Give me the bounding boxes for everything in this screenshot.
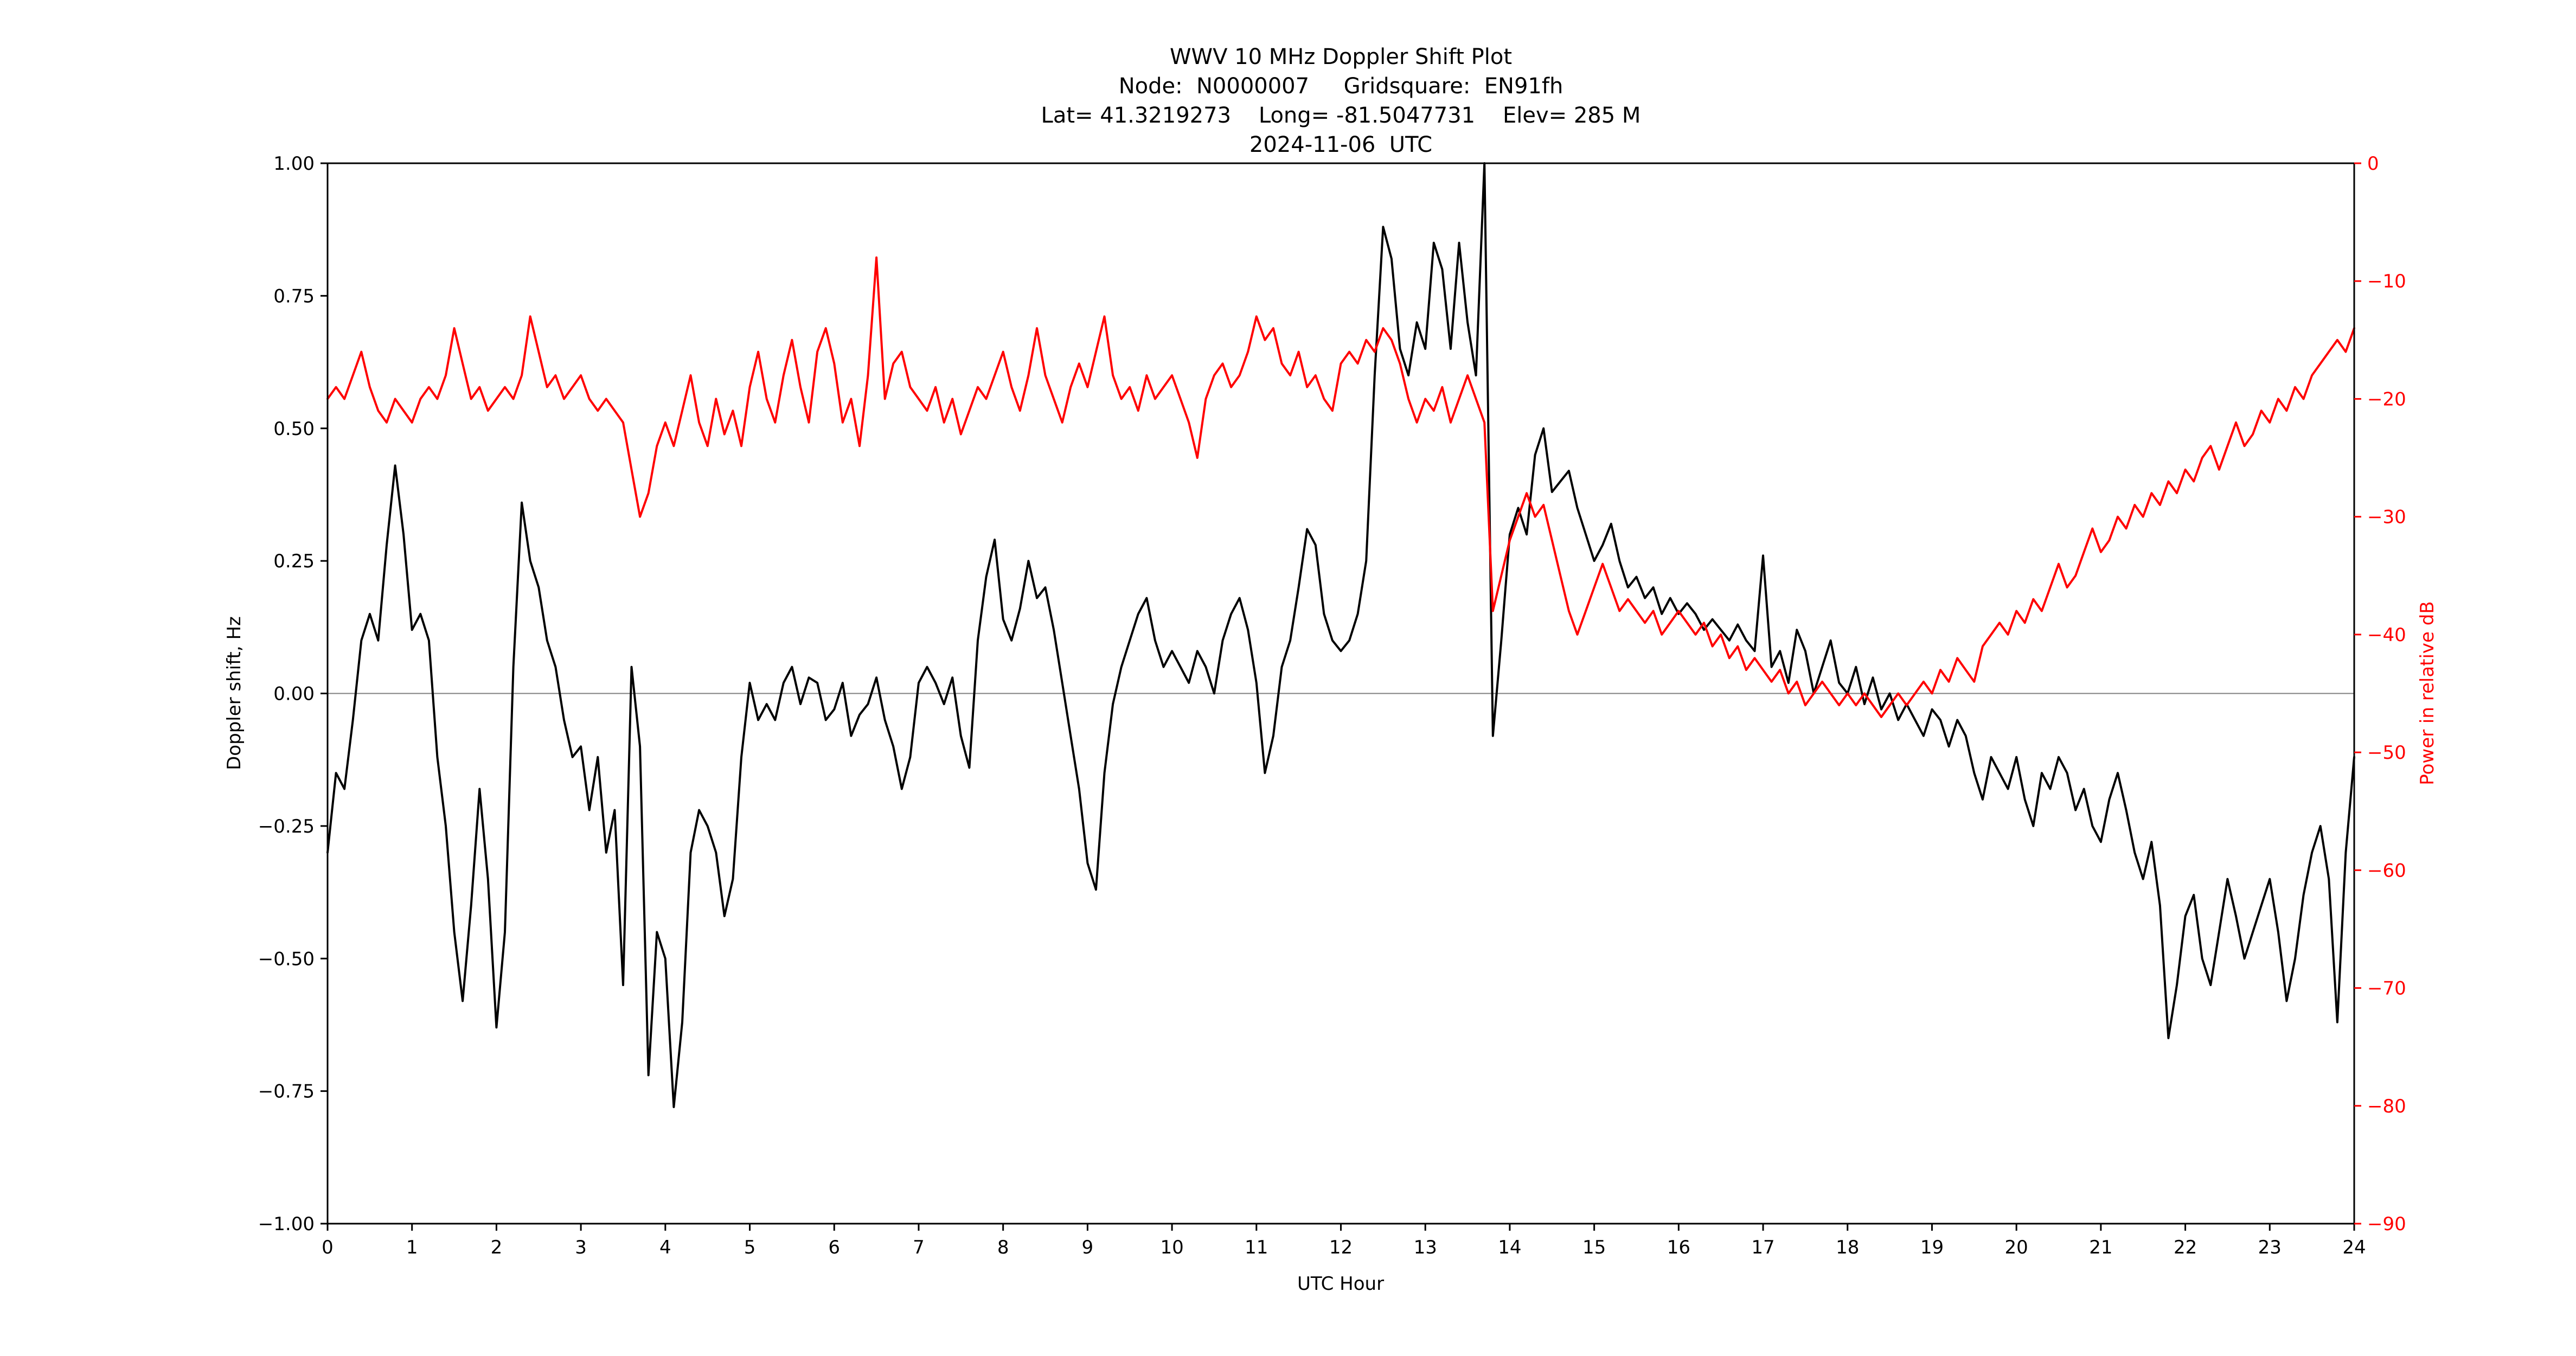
series-doppler-shift-hz xyxy=(326,162,2355,1108)
y-left-tick-label: −0.50 xyxy=(258,948,315,970)
x-tick-label: 19 xyxy=(1920,1237,1944,1258)
y-right-tick-label: −60 xyxy=(2367,860,2406,881)
y-left-tick-label: 0.00 xyxy=(273,683,315,705)
y-left-tick-label: −1.00 xyxy=(258,1213,315,1235)
y-left-tick-label: 1.00 xyxy=(273,153,315,175)
y-left-tick-label: 0.75 xyxy=(273,285,315,307)
x-tick-label: 20 xyxy=(2005,1237,2028,1258)
y-right-tick-label: −30 xyxy=(2367,507,2406,528)
x-tick-label: 10 xyxy=(1160,1237,1183,1258)
y-left-tick-label: 0.25 xyxy=(273,551,315,572)
x-tick-label: 17 xyxy=(1751,1237,1774,1258)
y-right-tick-label: −10 xyxy=(2367,271,2406,292)
y-right-tick-label: −50 xyxy=(2367,742,2406,764)
x-tick-label: 5 xyxy=(744,1237,756,1258)
y-right-tick-label: −80 xyxy=(2367,1096,2406,1117)
x-tick-label: 3 xyxy=(575,1237,587,1258)
x-tick-label: 23 xyxy=(2258,1237,2282,1258)
x-axis-label: UTC Hour xyxy=(1297,1273,1385,1295)
x-tick-label: 15 xyxy=(1582,1237,1606,1258)
y-right-tick-label: −40 xyxy=(2367,624,2406,646)
chart-subtitle-date: 2024-11-06 UTC xyxy=(1249,132,1433,157)
x-tick-label: 14 xyxy=(1498,1237,1521,1258)
y-left-tick-label: −0.25 xyxy=(258,816,315,837)
x-tick-label: 8 xyxy=(997,1237,1009,1258)
y-left-tick-label: 0.50 xyxy=(273,418,315,440)
y-right-tick-label: −90 xyxy=(2367,1213,2406,1235)
y-left-tick-label: −0.75 xyxy=(258,1081,315,1103)
x-tick-label: 4 xyxy=(659,1237,671,1258)
x-tick-label: 22 xyxy=(2174,1237,2197,1258)
x-tick-label: 9 xyxy=(1082,1237,1094,1258)
x-tick-label: 11 xyxy=(1245,1237,1268,1258)
x-tick-label: 12 xyxy=(1329,1237,1353,1258)
x-tick-label: 1 xyxy=(406,1237,418,1258)
x-tick-label: 18 xyxy=(1836,1237,1859,1258)
y-right-tick-label: −70 xyxy=(2367,978,2406,1000)
x-tick-label: 2 xyxy=(491,1237,503,1258)
y-right-tick-label: 0 xyxy=(2367,153,2379,175)
series-power-relative-db xyxy=(326,256,2355,718)
x-tick-label: 21 xyxy=(2089,1237,2112,1258)
x-tick-label: 0 xyxy=(322,1237,334,1258)
chart-subtitle-location: Lat= 41.3219273 Long= -81.5047731 Elev= … xyxy=(1041,103,1641,128)
x-tick-label: 16 xyxy=(1667,1237,1690,1258)
x-tick-label: 6 xyxy=(828,1237,840,1258)
x-tick-label: 24 xyxy=(2342,1237,2366,1258)
chart-subtitle-node: Node: N0000007 Gridsquare: EN91fh xyxy=(1118,74,1563,99)
chart-title: WWV 10 MHz Doppler Shift Plot xyxy=(1169,44,1513,69)
title-block: WWV 10 MHz Doppler Shift Plot Node: N000… xyxy=(328,42,2354,159)
x-tick-label: 13 xyxy=(1414,1237,1437,1258)
y-right-tick-label: −20 xyxy=(2367,388,2406,410)
x-tick-label: 7 xyxy=(913,1237,925,1258)
